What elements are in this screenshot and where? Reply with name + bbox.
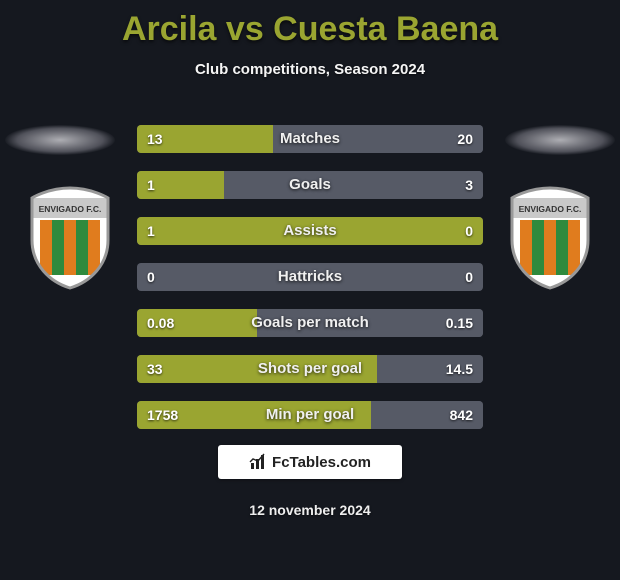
- stat-label: Matches: [137, 125, 483, 153]
- stat-label: Hattricks: [137, 263, 483, 291]
- club-logo-right: ENVIGADO F.C.: [500, 180, 600, 290]
- stat-label: Min per goal: [137, 401, 483, 429]
- stat-label: Assists: [137, 217, 483, 245]
- chart-icon: [249, 453, 267, 471]
- branding-badge: FcTables.com: [218, 445, 402, 479]
- stat-row: 10Assists: [137, 217, 483, 245]
- svg-text:ENVIGADO F.C.: ENVIGADO F.C.: [39, 204, 102, 214]
- stat-row: 00Hattricks: [137, 263, 483, 291]
- stat-row: 3314.5Shots per goal: [137, 355, 483, 383]
- player-left-name: Arcila: [122, 10, 217, 48]
- stat-row: 0.080.15Goals per match: [137, 309, 483, 337]
- stats-bars: 1320Matches 13Goals 10Assists 00Hattricks 0.…: [137, 125, 483, 447]
- branding-text: FcTables.com: [272, 454, 371, 471]
- date-text: 12 november 2024: [0, 502, 620, 518]
- stat-label: Goals: [137, 171, 483, 199]
- logo-shadow-left: [5, 125, 115, 155]
- subtitle: Club competitions, Season 2024: [0, 61, 620, 78]
- vs-text: vs: [226, 10, 273, 48]
- stat-label: Goals per match: [137, 309, 483, 337]
- stat-row: 13Goals: [137, 171, 483, 199]
- club-logo-left: ENVIGADO F.C.: [20, 180, 120, 290]
- page-title: Arcila vs Cuesta Baena: [0, 0, 620, 49]
- svg-text:ENVIGADO F.C.: ENVIGADO F.C.: [519, 204, 582, 214]
- stat-row: 1320Matches: [137, 125, 483, 153]
- logo-shadow-right: [505, 125, 615, 155]
- stat-label: Shots per goal: [137, 355, 483, 383]
- player-right-name: Cuesta Baena: [273, 10, 498, 48]
- stat-row: 1758842Min per goal: [137, 401, 483, 429]
